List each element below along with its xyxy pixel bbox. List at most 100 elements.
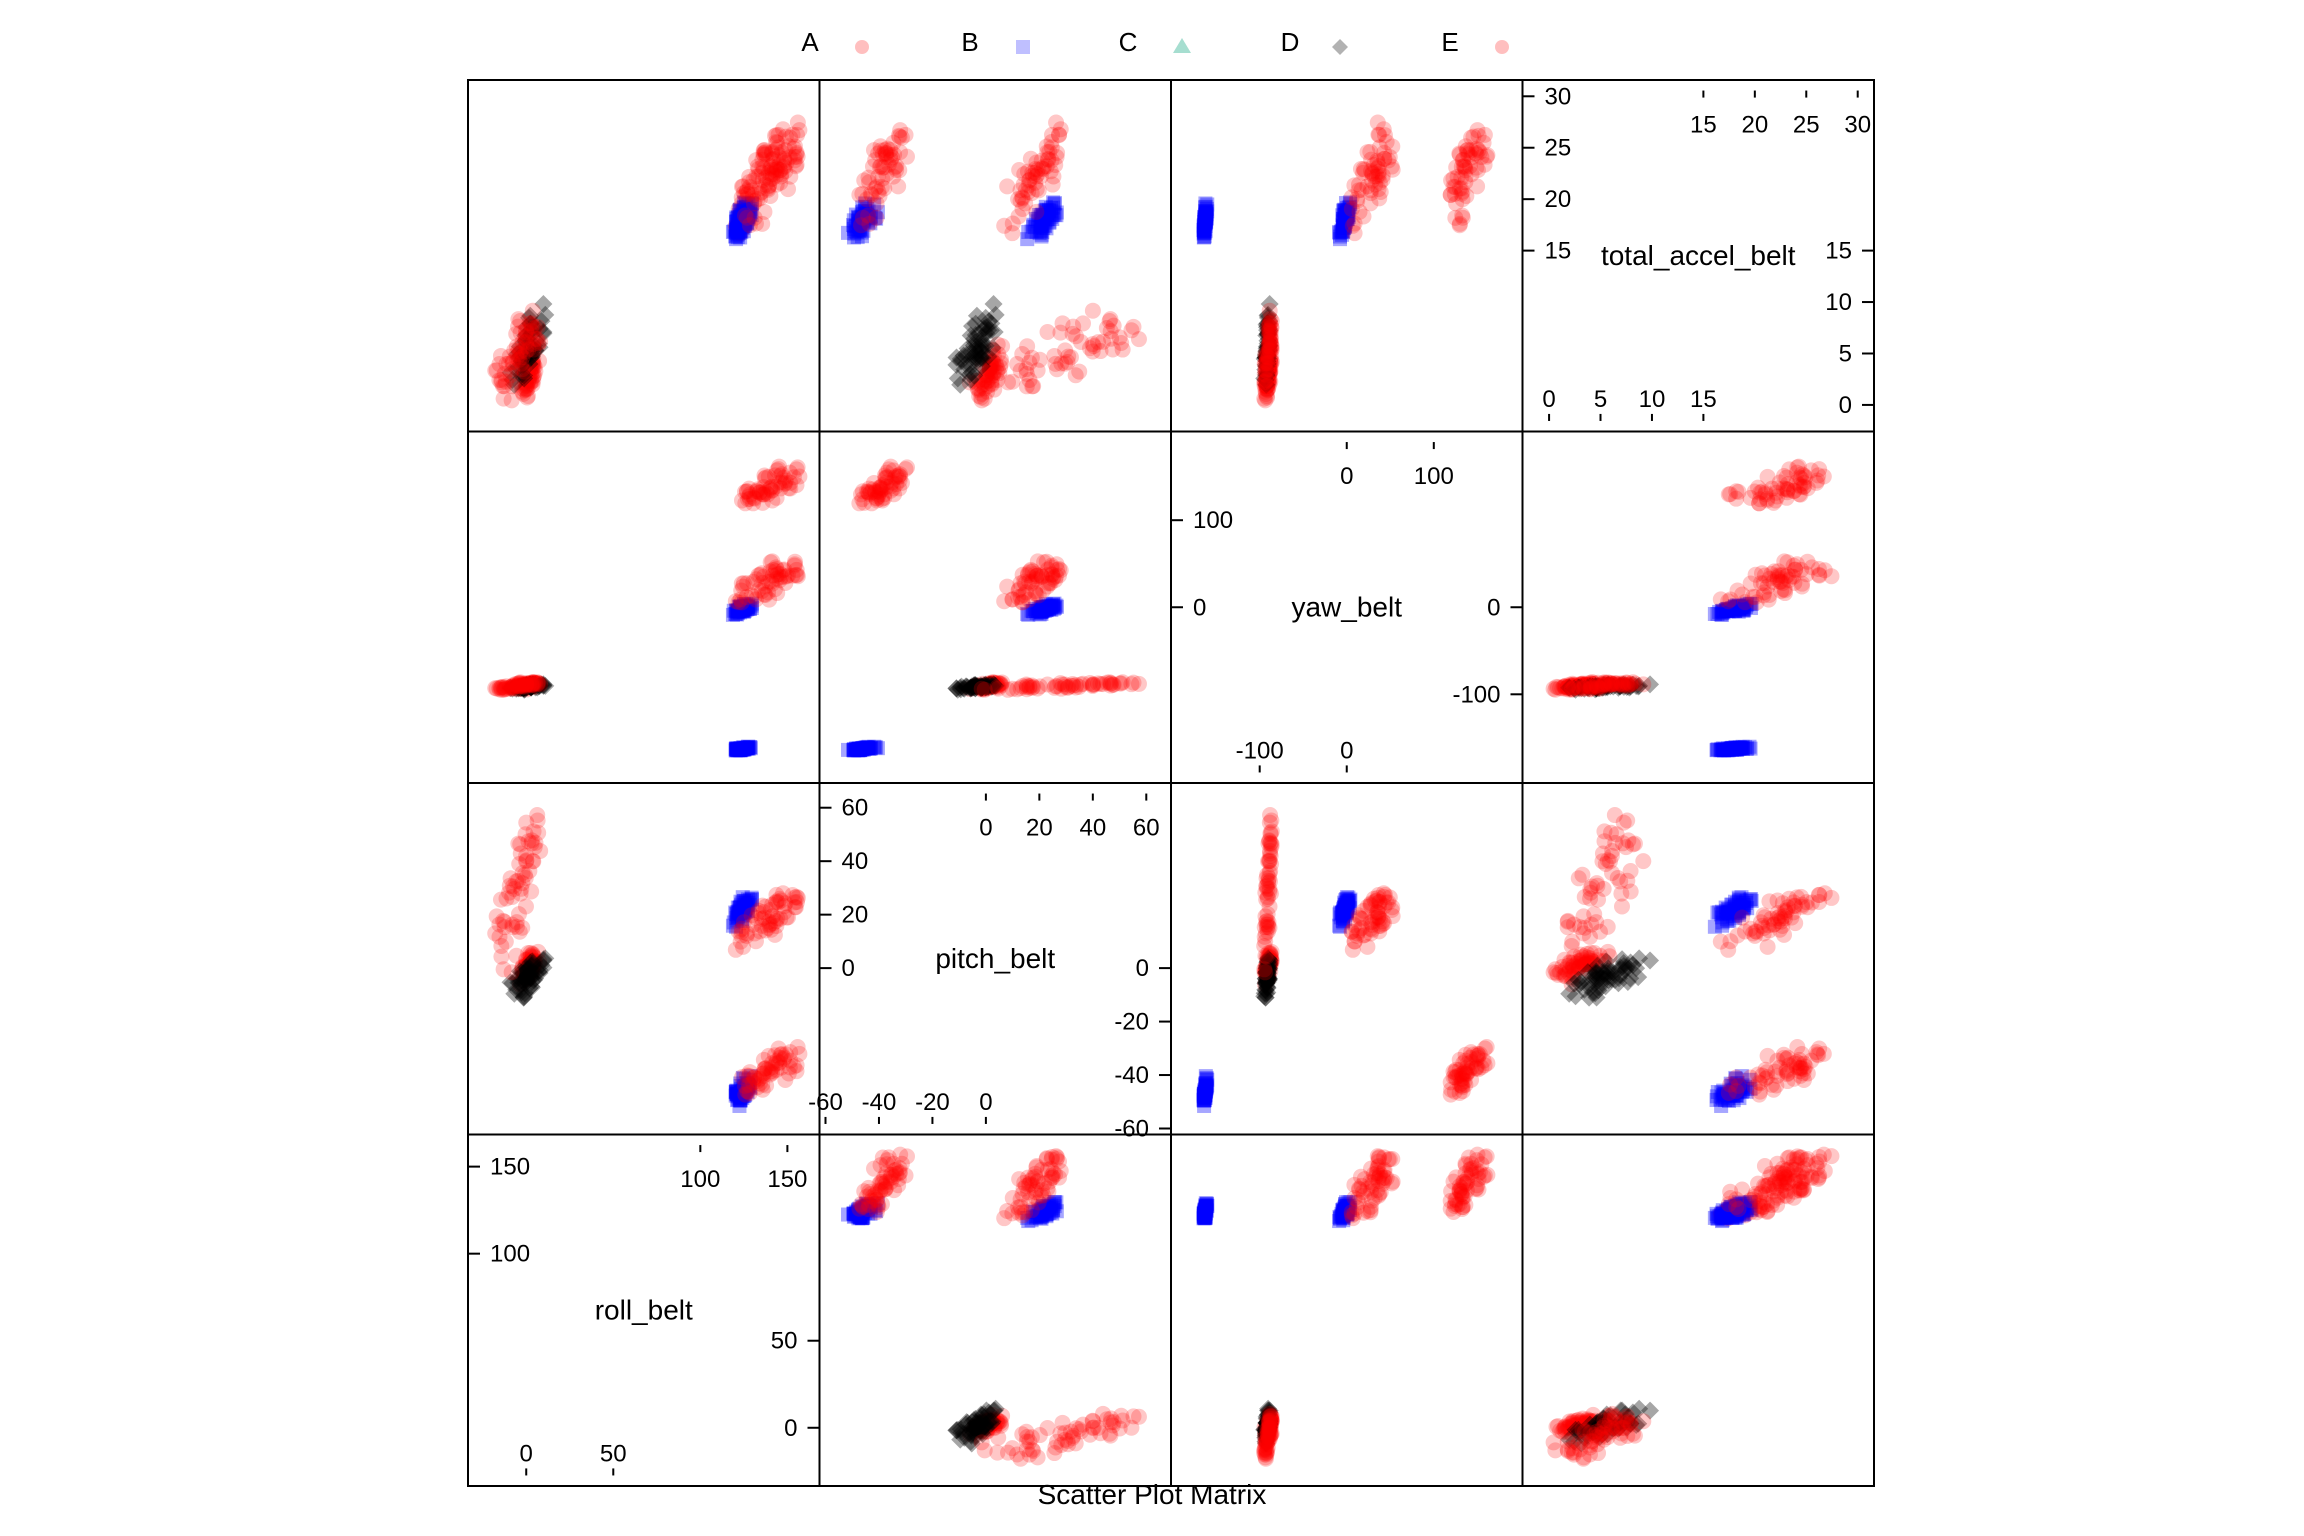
data-point [1049, 144, 1066, 161]
axis-tick-label: 15 [1545, 238, 1572, 265]
axis-tick-label: 0 [520, 1440, 533, 1467]
data-point [957, 345, 976, 364]
data-point [1779, 1073, 1796, 1090]
data-point [730, 225, 745, 240]
data-point [1257, 348, 1276, 367]
data-point [954, 346, 973, 365]
data-point [734, 178, 751, 195]
data-point [1021, 371, 1038, 388]
data-point [1259, 368, 1276, 385]
data-point [856, 204, 871, 219]
data-point [733, 213, 748, 228]
data-point [879, 140, 896, 157]
data-point [737, 207, 754, 224]
data-point [962, 357, 981, 376]
data-point [851, 216, 866, 231]
axis-tick-label: 0 [979, 1089, 992, 1116]
data-point [741, 168, 758, 185]
data-point [851, 209, 866, 224]
data-point [729, 222, 744, 237]
data-point [508, 349, 525, 366]
data-point [867, 152, 884, 169]
data-point [738, 201, 753, 216]
data-point [1456, 158, 1473, 175]
data-point [775, 159, 792, 176]
data-point [745, 186, 762, 203]
data-point [750, 160, 767, 177]
data-point [1026, 219, 1041, 234]
data-point [1260, 367, 1277, 384]
data-point [517, 325, 536, 344]
data-point [519, 380, 536, 397]
data-point [982, 369, 999, 386]
data-point [1038, 158, 1055, 175]
data-point [1020, 1184, 1037, 1201]
data-point [734, 225, 749, 240]
data-point [1123, 322, 1140, 339]
data-point [967, 349, 986, 368]
data-point [981, 321, 1000, 340]
data-point [512, 675, 529, 692]
data-point [969, 324, 988, 343]
data-point [730, 210, 745, 225]
data-point [1261, 325, 1278, 342]
data-point [860, 207, 877, 224]
data-point [756, 141, 773, 158]
data-point [758, 146, 775, 163]
data-point [517, 318, 536, 337]
data-point [531, 352, 548, 369]
data-point [1048, 114, 1065, 131]
data-point [1071, 363, 1088, 380]
data-point [976, 390, 993, 407]
data-point [990, 346, 1007, 363]
data-point [1041, 202, 1056, 217]
data-point [508, 947, 525, 964]
data-point [727, 941, 744, 958]
data-point [739, 209, 754, 224]
data-point [857, 214, 872, 229]
axis-tick-label: 20 [842, 902, 869, 929]
data-point [861, 209, 876, 224]
data-point [784, 126, 801, 143]
data-point [529, 334, 548, 353]
data-point [856, 172, 873, 189]
data-point [789, 459, 806, 476]
data-point [736, 211, 751, 226]
data-point [853, 222, 868, 237]
data-point [496, 365, 513, 382]
data-point [762, 187, 779, 204]
data-point [858, 199, 873, 214]
data-point [1258, 324, 1277, 343]
data-point [1376, 127, 1393, 144]
data-point [1566, 679, 1583, 696]
axis-tick-label: -20 [1114, 1009, 1149, 1036]
data-point [521, 369, 538, 386]
data-point [961, 326, 980, 345]
data-point [777, 128, 794, 145]
data-point [977, 318, 996, 337]
data-point [979, 368, 996, 385]
data-point [743, 201, 758, 216]
data-point [524, 353, 541, 370]
data-point [978, 367, 995, 384]
data-point [529, 807, 546, 824]
data-point [1260, 321, 1279, 340]
data-point [526, 320, 543, 337]
data-point [1258, 326, 1277, 345]
data-point [1258, 321, 1277, 340]
data-point [1039, 151, 1056, 168]
data-point [491, 681, 508, 698]
data-point [515, 366, 534, 385]
data-point [983, 375, 1000, 392]
data-point [731, 214, 746, 229]
data-point [747, 933, 764, 950]
data-point [530, 319, 549, 338]
data-point [1043, 152, 1060, 169]
data-point [973, 334, 992, 353]
data-point [964, 336, 983, 355]
data-point [1259, 330, 1278, 349]
data-point [1196, 222, 1211, 237]
data-point [983, 358, 1000, 375]
data-point [732, 210, 747, 225]
data-point [961, 370, 980, 389]
